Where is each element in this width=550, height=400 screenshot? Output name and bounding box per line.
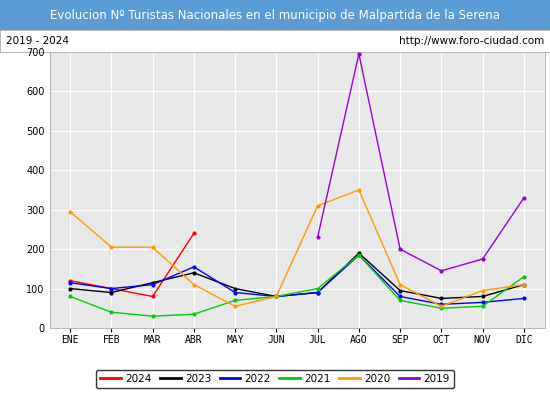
- 2022: [273, 294, 279, 299]
- 2022: [315, 290, 321, 295]
- Line: 2020: 2020: [69, 189, 525, 308]
- 2021: [438, 306, 444, 311]
- 2022: [355, 253, 362, 258]
- 2021: [355, 253, 362, 258]
- Legend: 2024, 2023, 2022, 2021, 2020, 2019: 2024, 2023, 2022, 2021, 2020, 2019: [96, 370, 454, 388]
- 2019: [520, 196, 527, 200]
- 2024: [150, 294, 156, 299]
- 2023: [520, 282, 527, 287]
- 2021: [520, 274, 527, 279]
- 2023: [273, 294, 279, 299]
- 2019: [479, 257, 486, 262]
- 2020: [479, 288, 486, 293]
- Line: 2023: 2023: [69, 252, 525, 300]
- 2024: [190, 231, 197, 236]
- 2022: [150, 282, 156, 287]
- 2023: [438, 296, 444, 301]
- 2021: [479, 304, 486, 309]
- 2020: [438, 304, 444, 309]
- 2021: [232, 298, 239, 303]
- 2023: [479, 294, 486, 299]
- 2021: [315, 286, 321, 291]
- 2020: [315, 203, 321, 208]
- 2022: [479, 300, 486, 305]
- 2021: [190, 312, 197, 317]
- 2023: [108, 290, 115, 295]
- 2020: [108, 245, 115, 250]
- 2020: [273, 294, 279, 299]
- 2021: [108, 310, 115, 315]
- 2023: [150, 280, 156, 285]
- 2021: [273, 294, 279, 299]
- 2020: [150, 245, 156, 250]
- 2022: [520, 296, 527, 301]
- Line: 2021: 2021: [69, 254, 525, 318]
- 2019: [315, 235, 321, 240]
- 2020: [355, 188, 362, 192]
- 2020: [190, 282, 197, 287]
- 2022: [190, 264, 197, 269]
- 2022: [67, 280, 74, 285]
- 2024: [108, 286, 115, 291]
- Text: http://www.foro-ciudad.com: http://www.foro-ciudad.com: [399, 36, 544, 46]
- 2024: [67, 278, 74, 283]
- 2023: [190, 270, 197, 275]
- 2023: [397, 288, 404, 293]
- 2020: [520, 282, 527, 287]
- 2021: [67, 294, 74, 299]
- 2022: [438, 302, 444, 307]
- 2020: [397, 282, 404, 287]
- 2023: [315, 290, 321, 295]
- 2022: [397, 294, 404, 299]
- Text: Evolucion Nº Turistas Nacionales en el municipio de Malpartida de la Serena: Evolucion Nº Turistas Nacionales en el m…: [50, 8, 500, 22]
- Line: 2024: 2024: [69, 232, 195, 298]
- 2023: [67, 286, 74, 291]
- Line: 2019: 2019: [316, 52, 525, 272]
- 2020: [232, 304, 239, 309]
- 2021: [397, 298, 404, 303]
- 2019: [438, 268, 444, 273]
- 2023: [232, 286, 239, 291]
- 2021: [150, 314, 156, 318]
- Line: 2022: 2022: [69, 254, 525, 306]
- 2019: [397, 247, 404, 252]
- 2023: [355, 251, 362, 256]
- 2022: [232, 290, 239, 295]
- 2019: [355, 52, 362, 56]
- Text: 2019 - 2024: 2019 - 2024: [6, 36, 69, 46]
- 2022: [108, 286, 115, 291]
- 2020: [67, 209, 74, 214]
